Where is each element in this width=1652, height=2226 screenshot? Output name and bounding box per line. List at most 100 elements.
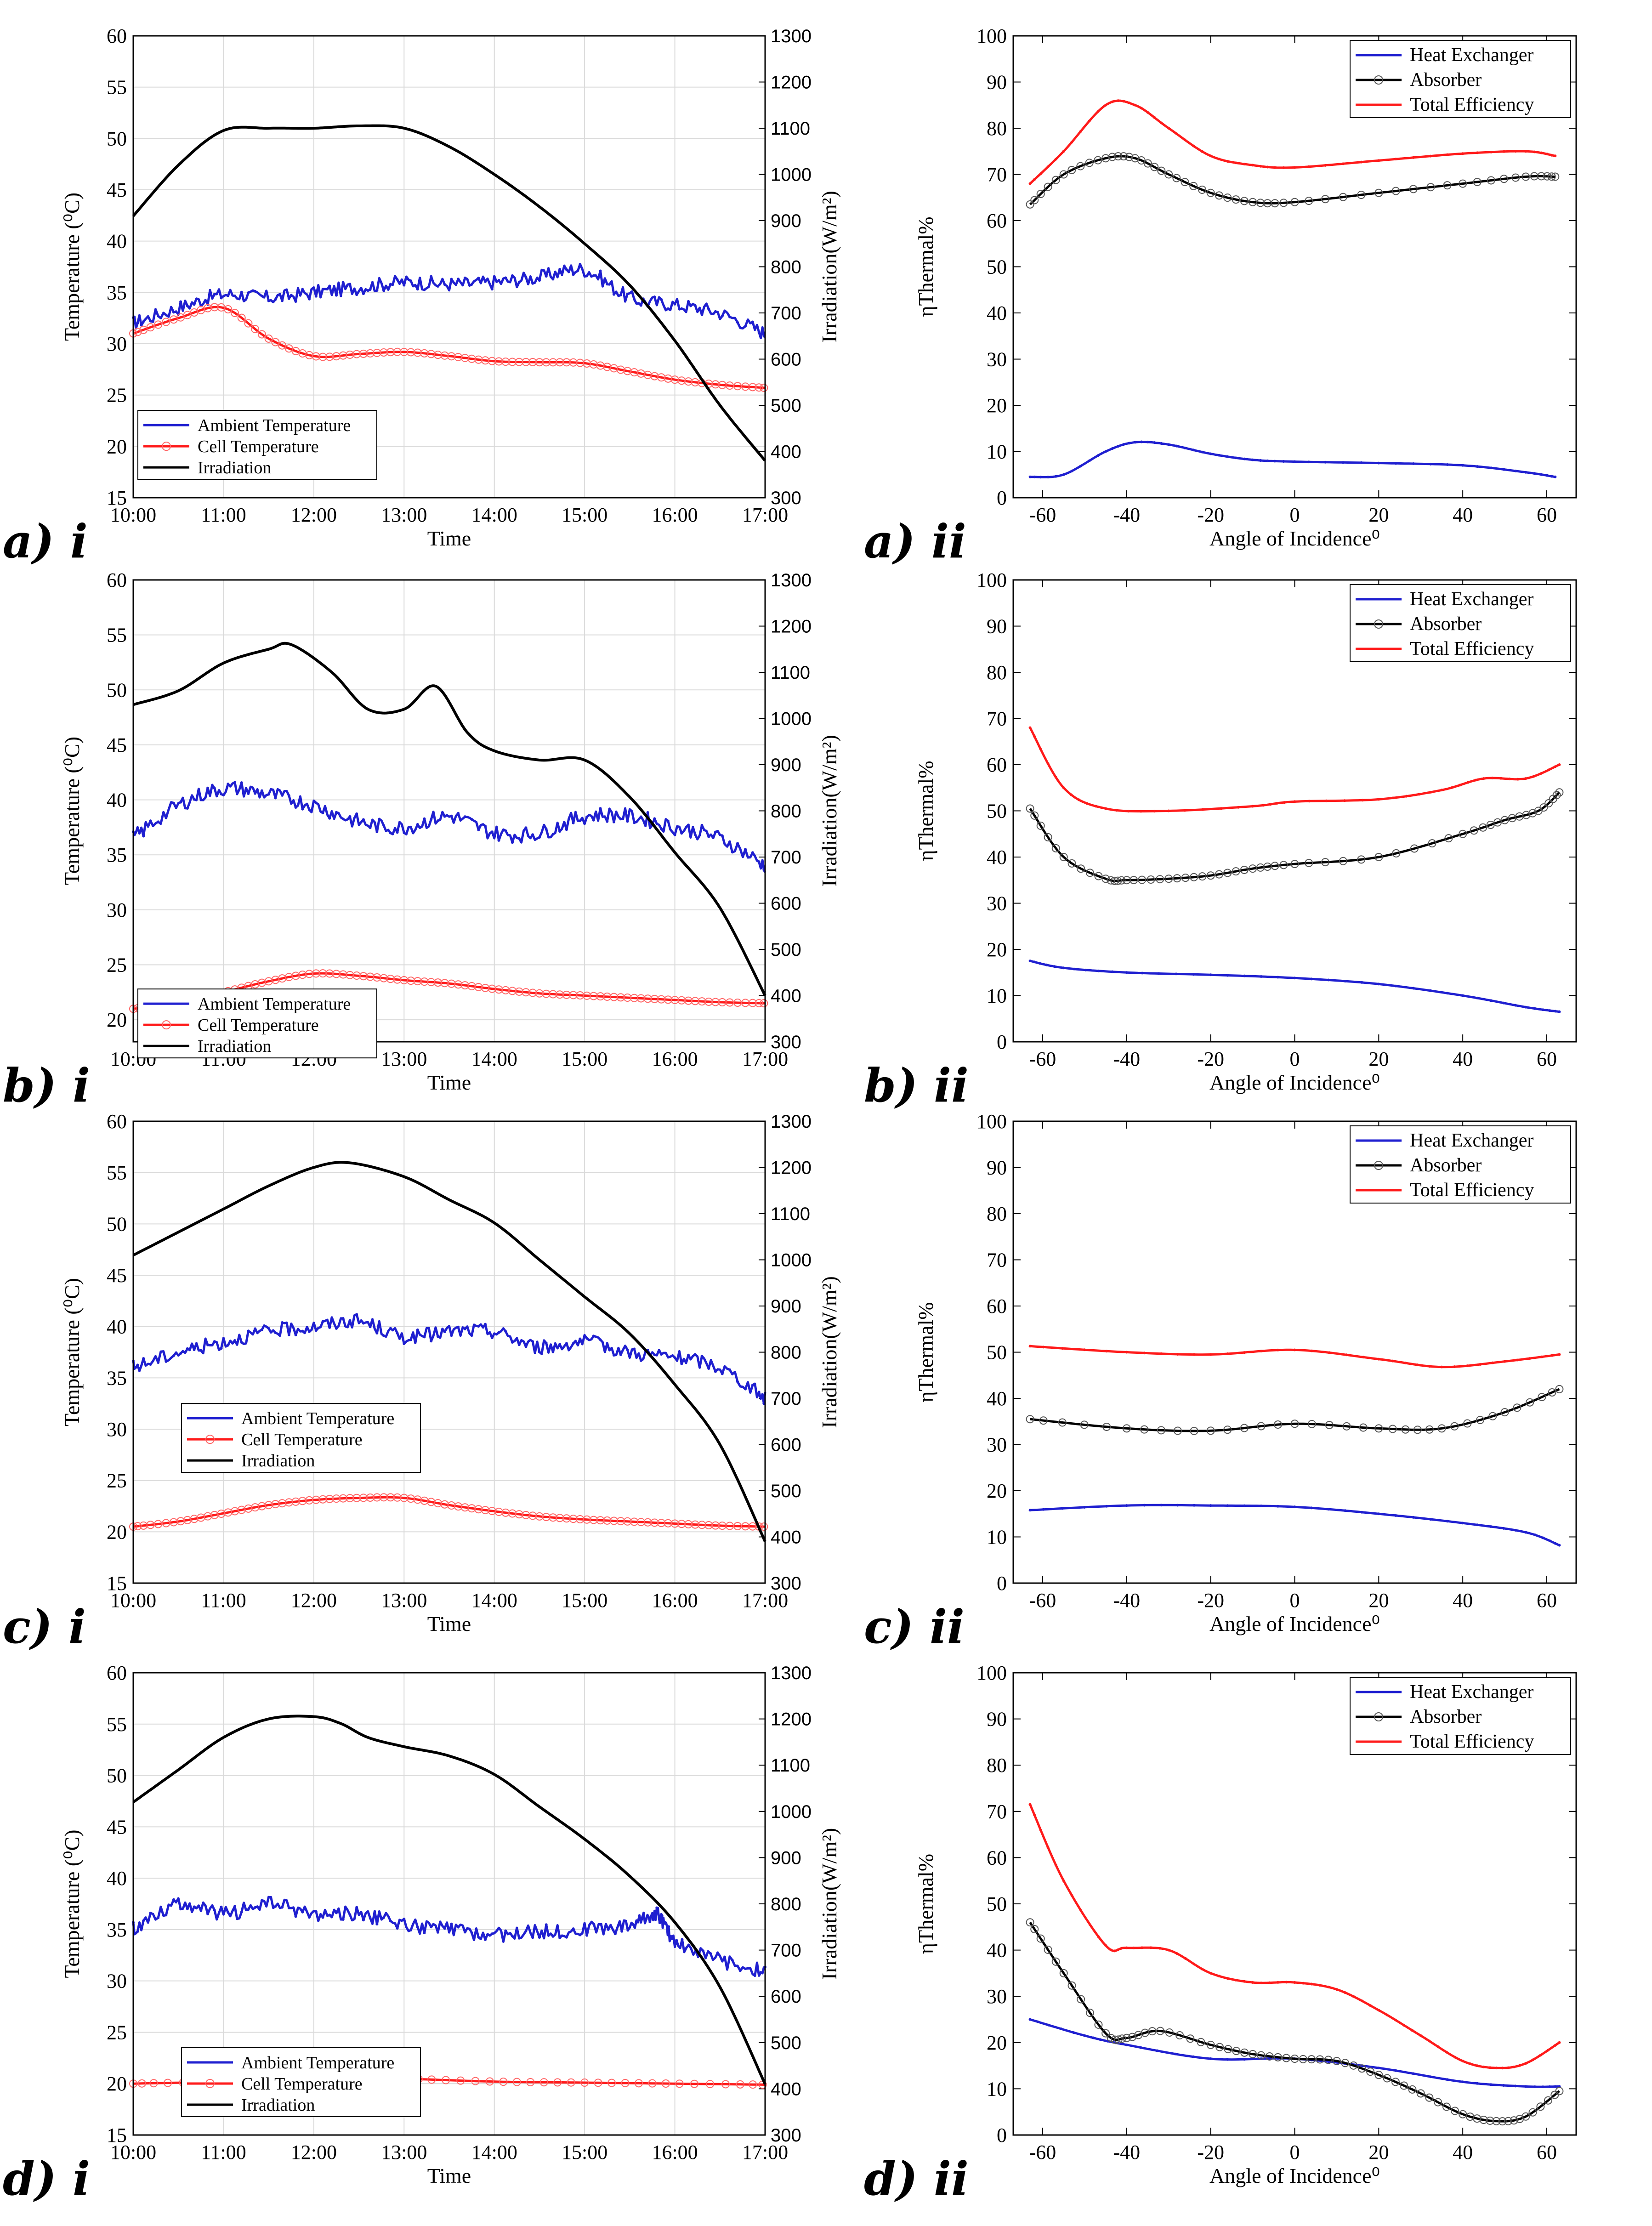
data-point	[1377, 1512, 1380, 1516]
data-point	[1545, 153, 1549, 156]
data-point	[1067, 859, 1076, 868]
data-point	[1059, 853, 1068, 861]
x-axis-label: Angle of Incidence⁰	[1209, 1612, 1380, 1635]
series-total-efficiency	[1029, 99, 1556, 185]
legend-marker	[162, 1020, 171, 1030]
y-tick-label: 70	[987, 1800, 1007, 1823]
y2-tick-label: 600	[771, 1435, 801, 1455]
data-point	[136, 322, 139, 325]
x-tick-label: 15:00	[562, 2141, 607, 2164]
data-point	[1259, 459, 1262, 462]
data-point	[430, 1340, 433, 1343]
data-point	[1234, 161, 1238, 165]
data-point	[142, 1357, 145, 1360]
data-point	[1554, 1010, 1557, 1013]
data-point	[1051, 844, 1060, 852]
data-point	[373, 348, 381, 357]
data-point	[738, 1969, 742, 1972]
data-point	[1101, 154, 1110, 163]
x-axis-label: Time	[427, 2164, 471, 2187]
data-point	[450, 278, 453, 281]
data-point	[687, 1943, 690, 1947]
y-tick-label: 100	[976, 569, 1007, 591]
data-point	[517, 837, 521, 840]
data-point	[576, 991, 585, 1000]
data-point	[497, 1926, 500, 1930]
data-point	[1479, 823, 1487, 832]
y-tick-label: 10	[987, 1526, 1007, 1549]
data-point	[687, 300, 690, 303]
data-point	[467, 354, 476, 363]
data-point	[298, 971, 307, 979]
data-point	[1139, 810, 1142, 813]
data-point	[1473, 178, 1482, 187]
data-point	[407, 977, 415, 985]
data-point	[711, 998, 720, 1006]
x-tick-label: -60	[1029, 1589, 1056, 1612]
data-point	[1146, 440, 1149, 443]
data-point	[1160, 121, 1163, 125]
data-point	[314, 295, 318, 298]
data-point	[267, 1896, 270, 1899]
data-point	[1070, 793, 1073, 796]
plot-frame	[1012, 1672, 1577, 2136]
data-point	[1533, 1007, 1537, 1010]
data-point	[1369, 2004, 1372, 2007]
data-point	[1489, 999, 1493, 1002]
data-point	[1033, 735, 1036, 738]
data-point	[663, 1921, 666, 1925]
data-point	[1325, 799, 1328, 802]
data-point	[386, 975, 395, 983]
data-point	[1141, 1946, 1144, 1949]
y-tick-label: 25	[107, 384, 127, 407]
y-tick-label: 0	[997, 487, 1007, 509]
data-point	[1234, 1978, 1238, 1982]
data-point	[501, 358, 510, 366]
y-tick-label: 40	[987, 1387, 1007, 1410]
data-point	[619, 294, 622, 297]
data-point	[1402, 2024, 1406, 2027]
x-tick-label: 20	[1368, 1589, 1389, 1612]
data-point	[1553, 765, 1556, 768]
data-point	[538, 1936, 541, 1939]
data-point	[1425, 1425, 1434, 1434]
data-point	[1243, 1351, 1246, 1354]
data-point	[1327, 1985, 1330, 1988]
data-point	[157, 1916, 160, 1919]
data-point	[1446, 153, 1449, 156]
data-point	[436, 1335, 439, 1338]
data-point	[1316, 2055, 1324, 2064]
data-point	[1548, 1539, 1551, 1542]
data-point	[1554, 1542, 1557, 1545]
data-point	[1243, 1980, 1246, 1983]
data-point	[1119, 152, 1128, 161]
x-tick-label: -20	[1197, 504, 1224, 526]
data-point	[599, 1338, 602, 1341]
data-point	[1500, 816, 1509, 824]
data-point	[1140, 1425, 1149, 1434]
y2-tick-label: 900	[771, 755, 801, 775]
data-point	[427, 978, 436, 987]
data-point	[607, 1928, 610, 1931]
data-point	[1394, 158, 1397, 161]
data-point	[1038, 962, 1041, 965]
data-point	[704, 997, 713, 1006]
y-tick-label: 40	[107, 230, 127, 253]
series-absorber	[1029, 155, 1556, 205]
data-point	[728, 840, 731, 843]
data-point	[626, 1348, 629, 1352]
plot-frame	[1012, 1120, 1577, 1584]
data-point	[1476, 996, 1479, 999]
data-point	[1476, 1523, 1479, 1527]
legend-label: Irradiation	[198, 1037, 271, 1056]
legend-label: Ambient Temperature	[241, 1409, 394, 1428]
data-point	[436, 285, 439, 288]
data-point	[1540, 772, 1543, 775]
data-point	[731, 1959, 734, 1962]
data-point	[589, 992, 598, 1000]
data-point	[409, 1929, 413, 1932]
data-point	[751, 1384, 754, 1387]
data-point	[1357, 855, 1366, 864]
y-tick-label: 90	[987, 1708, 1007, 1731]
data-point	[244, 319, 253, 328]
